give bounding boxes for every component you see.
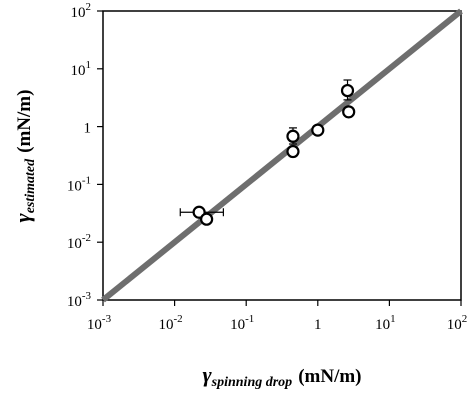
x-axis-ticks <box>102 300 462 306</box>
x-tick-label-base: 10 <box>375 317 390 333</box>
y-axis-symbol: γ <box>10 212 35 222</box>
y-tick-label-exponent: 2 <box>86 1 92 13</box>
y-tick-label-base: 10 <box>67 236 82 252</box>
x-axis-title: γspinning drop (mN/m) <box>202 362 361 390</box>
y-tick-label-base: 10 <box>71 5 86 21</box>
x-tick-label: 101 <box>375 313 396 333</box>
plot-area <box>97 8 463 306</box>
y-tick-label: 10-2 <box>67 232 91 252</box>
data-point <box>286 144 300 159</box>
x-axis-subscript: spinning drop <box>211 375 293 390</box>
x-tick-label-base: 10 <box>159 317 174 333</box>
reference-line-layer <box>101 8 463 303</box>
x-tick-label-exponent: -2 <box>174 313 183 325</box>
y-tick-label-base: 10 <box>67 294 82 310</box>
y-axis-ticks <box>97 10 103 301</box>
data-point <box>311 123 325 137</box>
x-tick-label: 10-3 <box>87 313 112 333</box>
y-tick-label: 10-3 <box>67 290 92 310</box>
data-point <box>286 129 300 143</box>
y-axis-units: (mN/m) <box>14 90 35 153</box>
y-axis-title: γestimated (mN/m) <box>10 90 38 223</box>
y-tick-label: 102 <box>71 1 92 21</box>
x-axis-symbol: γ <box>202 362 212 387</box>
x-tick-label: 1 <box>314 317 322 333</box>
y-tick-label: 1 <box>84 121 92 137</box>
x-tick-label: 10-1 <box>230 313 254 333</box>
x-tick-label-exponent: 1 <box>390 313 396 325</box>
data-point <box>200 212 214 226</box>
x-axis-units: (mN/m) <box>298 366 361 387</box>
x-tick-label-base: 10 <box>87 317 102 333</box>
y-tick-label-exponent: -2 <box>82 232 91 244</box>
y-tick-label: 10-1 <box>67 174 91 194</box>
data-point <box>342 105 356 119</box>
x-tick-label: 10-2 <box>159 313 183 333</box>
x-tick-labels: 10-3 10-2 10-1 1 101 102 <box>87 313 467 333</box>
reference-line-y-equals-x <box>101 8 463 303</box>
x-tick-label-base: 1 <box>314 317 322 333</box>
y-tick-label-exponent: 1 <box>86 59 92 71</box>
y-tick-label-exponent: -1 <box>82 174 91 186</box>
y-axis-subscript: estimated <box>23 158 38 213</box>
y-tick-label-base: 10 <box>71 63 86 79</box>
y-tick-label: 101 <box>71 59 92 79</box>
y-tick-label-exponent: -3 <box>82 290 92 302</box>
data-points <box>192 83 356 226</box>
y-tick-label-base: 1 <box>84 121 92 137</box>
x-tick-label-exponent: 2 <box>462 313 468 325</box>
x-tick-label-base: 10 <box>230 317 245 333</box>
y-tick-label-base: 10 <box>67 178 82 194</box>
error-bars <box>179 79 352 217</box>
x-tick-label-exponent: -3 <box>102 313 112 325</box>
x-tick-label-exponent: -1 <box>245 313 254 325</box>
x-tick-label: 102 <box>447 313 468 333</box>
data-point <box>340 83 355 98</box>
x-tick-label-base: 10 <box>447 317 462 333</box>
plot-frame <box>102 10 462 301</box>
